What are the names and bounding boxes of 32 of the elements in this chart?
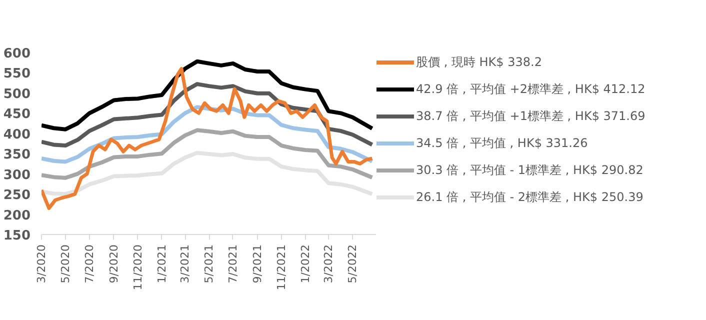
y-tick-label: 600 [3, 46, 31, 62]
y-tick-label: 250 [3, 188, 31, 204]
legend-label: 30.3 倍 , 平均值 - 1標準差 , HK$ 290.82 [416, 162, 644, 178]
legend-label: 38.7 倍 , 平均值 +1標準差 , HK$ 371.69 [416, 108, 646, 124]
x-tick-label: 7/2020 [82, 244, 96, 284]
y-tick-label: 450 [3, 107, 31, 122]
x-tick-label: 5/2021 [202, 244, 216, 284]
y-tick-label: 550 [3, 66, 31, 82]
y-tick-label: 200 [3, 208, 31, 224]
line-series [42, 128, 374, 180]
legend-label: 34.5 倍 , 平均值 , HK$ 331.26 [416, 134, 588, 152]
x-tick-label: 11/2021 [274, 244, 288, 290]
x-tick-label: 1/2022 [298, 244, 312, 284]
line-series [42, 59, 374, 132]
x-tick-label: 3/2020 [35, 244, 48, 284]
x-tick-label: 11/2020 [131, 244, 144, 290]
x-tick-label: 9/2020 [107, 244, 120, 284]
x-tick-label: 7/2021 [226, 244, 240, 284]
x-tick-label: 5/2022 [346, 244, 360, 284]
legend-label: 股價 , 現時 HK$ 338.2 [416, 54, 542, 70]
y-tick-label: 350 [3, 148, 31, 163]
x-tick-label: 9/2021 [250, 244, 264, 284]
x-tick-label: 3/2021 [178, 244, 192, 284]
x-tick-label: 5/2020 [58, 244, 72, 284]
legend-label: 26.1 倍 , 平均值 - 2標準差 , HK$ 250.39 [416, 188, 644, 206]
y-tick-label: 500 [3, 86, 31, 102]
legend-label: 42.9 倍 , 平均值 +2標準差 , HK$ 412.12 [416, 80, 646, 98]
y-tick-label: 300 [3, 168, 31, 183]
y-tick-label: 150 [3, 228, 31, 244]
x-tick-label: 1/2021 [155, 244, 168, 284]
x-tick-label: 3/2022 [322, 244, 336, 284]
y-tick-label: 400 [3, 127, 31, 142]
